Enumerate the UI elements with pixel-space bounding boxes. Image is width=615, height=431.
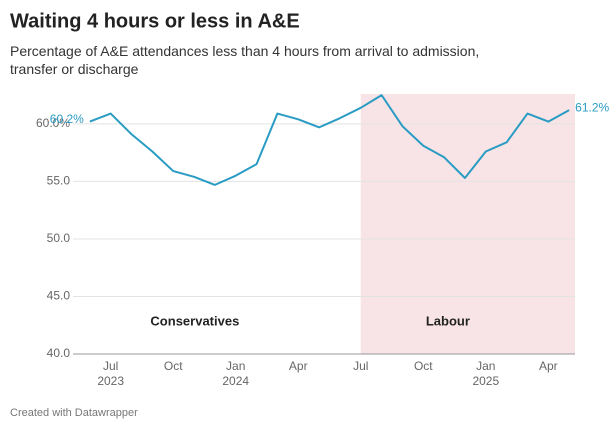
x-tick-label: Oct <box>414 359 433 373</box>
chart-subtitle: Percentage of A&E attendances less than … <box>10 43 479 77</box>
x-tick-label: Jan <box>476 359 495 373</box>
y-tick-label: 45.0 <box>47 289 71 303</box>
x-tick-label: Jan <box>226 359 245 373</box>
chart-title: Waiting 4 hours or less in A&E <box>10 10 300 32</box>
x-tick-label: Apr <box>289 359 308 373</box>
value-label: 60.2% <box>50 112 84 126</box>
line <box>89 94 570 186</box>
x-tick-label: Jul <box>353 359 368 373</box>
y-tick-label: 60.0% <box>36 116 70 130</box>
region-label: Conservatives <box>150 313 239 328</box>
y-tick-label: 55.0 <box>47 174 71 188</box>
x-tick-year: 2024 <box>222 374 249 388</box>
x-tick-label: Jul <box>103 359 118 373</box>
x-tick-label: Apr <box>539 359 558 373</box>
x-tick-year: 2023 <box>97 374 124 388</box>
x-tick-year: 2025 <box>472 374 499 388</box>
region-shade <box>360 94 575 354</box>
background <box>73 94 575 355</box>
x-tick-label: Oct <box>164 359 183 373</box>
y-tick-label: 40.0 <box>47 346 71 360</box>
value-label: 61.2% <box>575 100 609 114</box>
footer: Created with Datawrapper <box>10 407 138 419</box>
y-tick-label: 50.0 <box>47 231 71 245</box>
region-label: Labour <box>426 313 470 328</box>
